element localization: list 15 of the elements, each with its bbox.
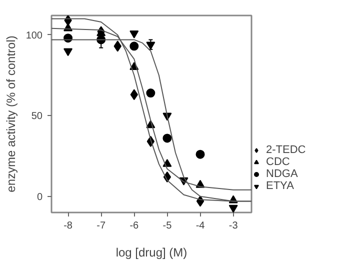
x-tick-label: -8 bbox=[64, 220, 73, 232]
x-tick-label: -4 bbox=[196, 220, 206, 232]
x-tick-label: -5 bbox=[162, 220, 172, 232]
legend-label: CDC bbox=[266, 156, 290, 168]
legend-label: ETYA bbox=[266, 180, 294, 192]
legend-label: NDGA bbox=[266, 168, 298, 180]
x-tick-label: -3 bbox=[228, 220, 238, 232]
x-tick-label: -7 bbox=[96, 220, 106, 232]
y-tick-label: 0 bbox=[36, 192, 43, 203]
x-axis-title: log [drug] (M) bbox=[116, 246, 188, 260]
y-tick-label: 50 bbox=[31, 111, 43, 122]
x-tick-label: -6 bbox=[130, 220, 140, 232]
legend-label: 2-TEDC bbox=[266, 144, 306, 156]
y-tick-label: 100 bbox=[26, 30, 43, 42]
y-axis-title: enzyme activity (% of control) bbox=[4, 36, 18, 192]
